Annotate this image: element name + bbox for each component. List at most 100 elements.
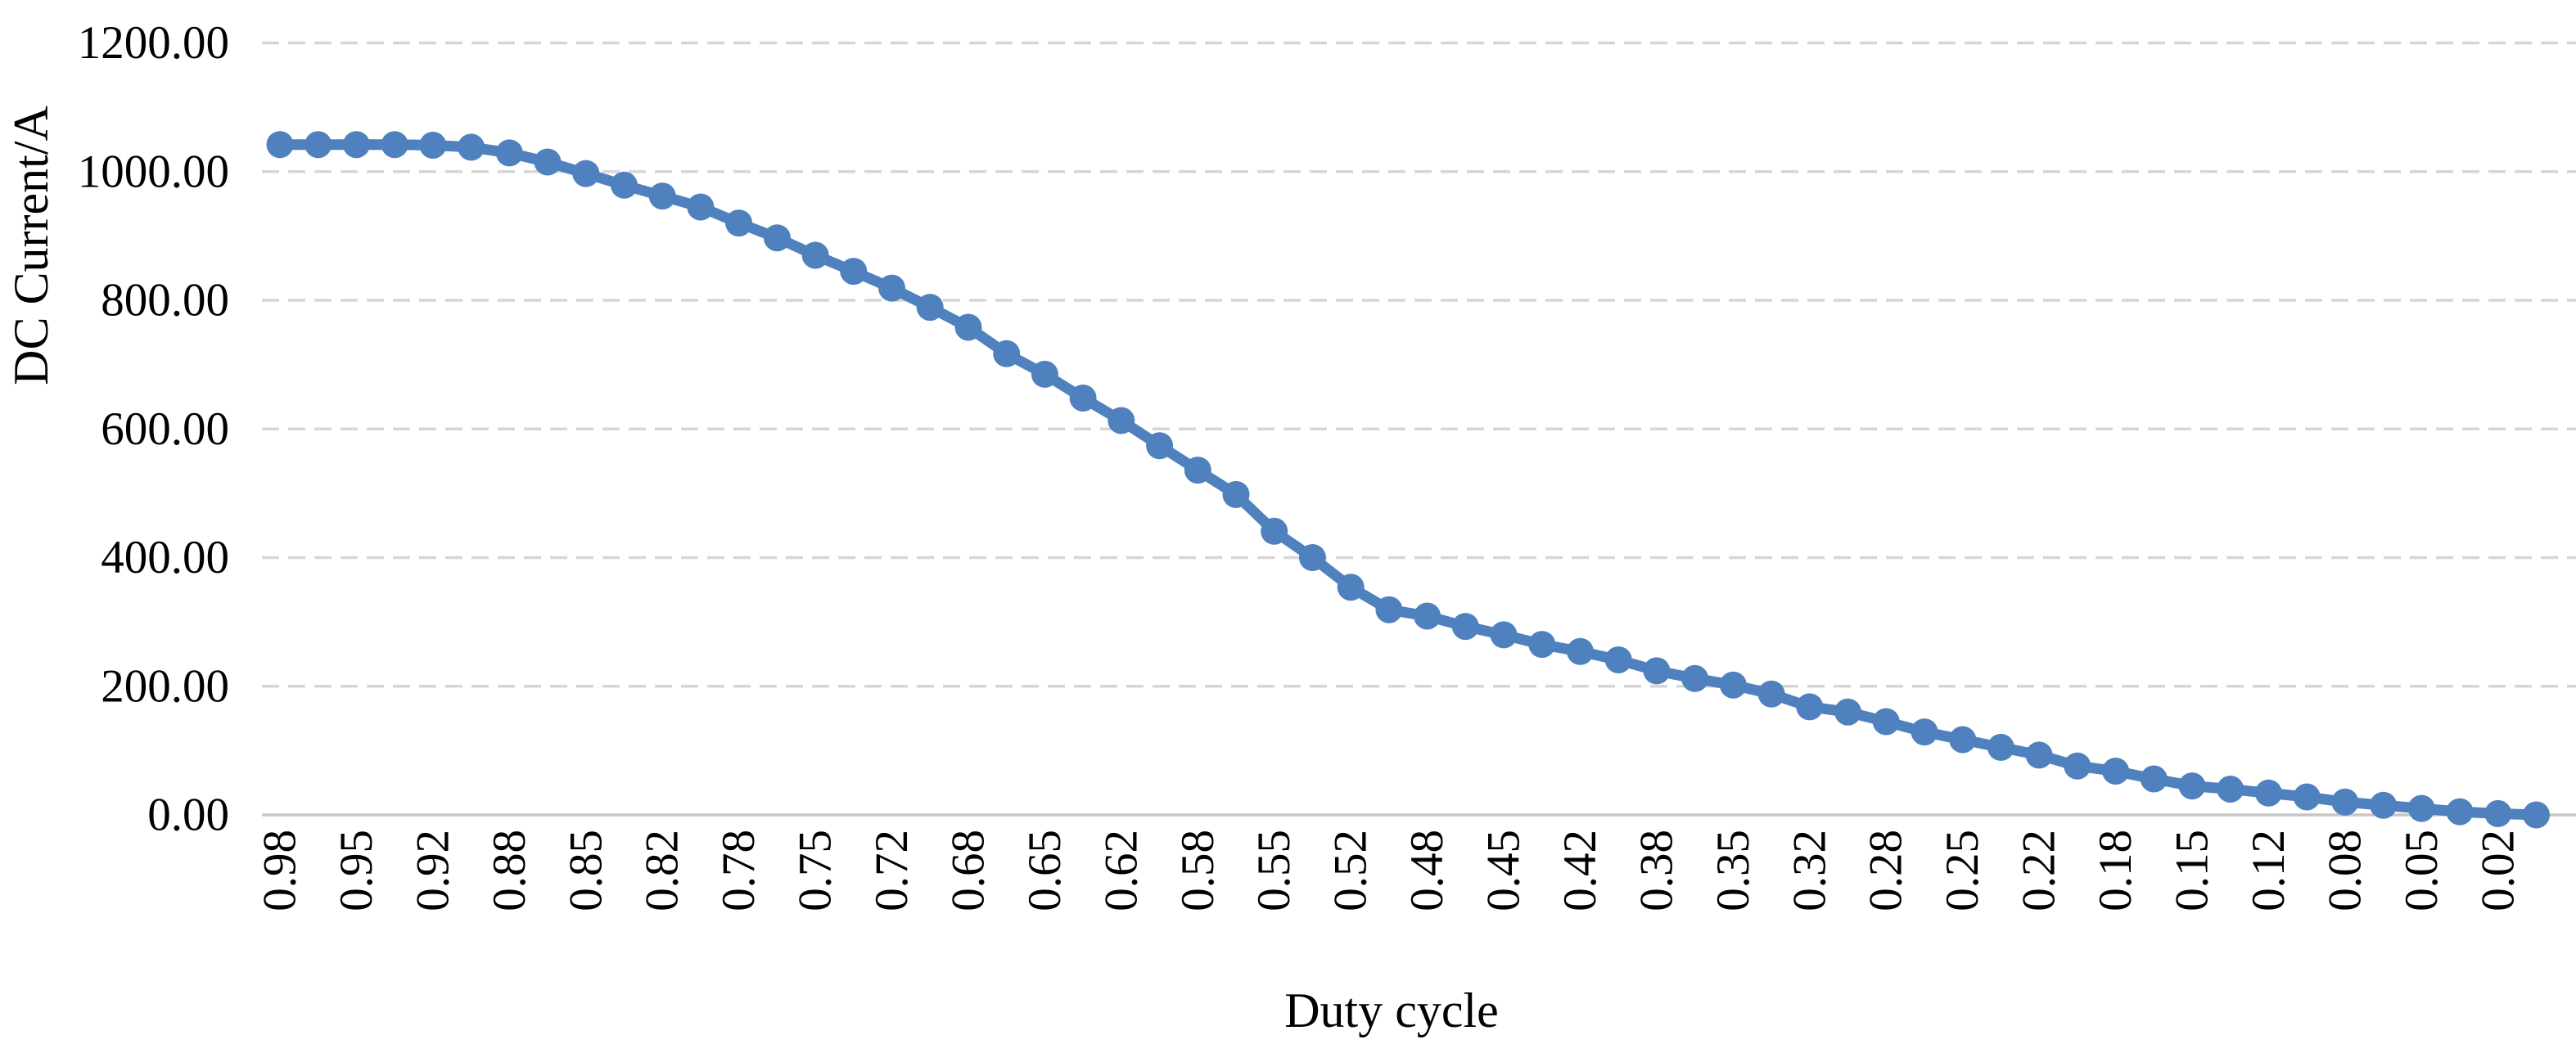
data-point-marker bbox=[1184, 457, 1211, 484]
x-tick-label: 0.22 bbox=[2014, 830, 2065, 911]
x-tick-label: 0.72 bbox=[866, 830, 918, 911]
x-tick-label: 0.58 bbox=[1172, 830, 1224, 911]
data-point-marker bbox=[1069, 385, 1097, 412]
data-point-marker bbox=[1451, 613, 1479, 641]
x-axis-tick-labels: 0.98 0.95 0.92 0.88 0.85 0.82 0.78 0.75 0.72 0.68… bbox=[255, 830, 2524, 911]
x-tick-label: 0.48 bbox=[1401, 830, 1453, 911]
data-point-marker bbox=[1604, 646, 1632, 673]
data-point-marker bbox=[2370, 791, 2398, 819]
x-tick-label: 0.28 bbox=[1861, 830, 1912, 911]
data-point-marker bbox=[1528, 631, 1556, 659]
data-point-marker bbox=[2025, 741, 2053, 769]
x-tick-label: 0.32 bbox=[1784, 830, 1835, 911]
y-axis-title: DC Current/A bbox=[4, 106, 58, 385]
x-axis-title: Duty cycle bbox=[1284, 983, 1499, 1037]
data-point-marker bbox=[1757, 680, 1785, 708]
data-point-marker bbox=[2064, 752, 2091, 780]
x-tick-label: 0.25 bbox=[1937, 830, 1988, 911]
data-point-marker bbox=[2523, 801, 2550, 829]
data-point-marker bbox=[1643, 657, 1671, 685]
x-tick-label: 0.88 bbox=[484, 830, 535, 911]
x-tick-label: 0.02 bbox=[2472, 830, 2524, 911]
data-point-marker bbox=[1031, 360, 1058, 388]
x-tick-label: 0.42 bbox=[1554, 830, 1606, 911]
x-tick-label: 0.52 bbox=[1325, 830, 1377, 911]
x-tick-label: 0.98 bbox=[255, 830, 306, 911]
data-point-marker bbox=[725, 209, 753, 237]
data-point-marker bbox=[954, 313, 982, 341]
x-tick-label: 0.45 bbox=[1478, 830, 1530, 911]
data-point-marker bbox=[1414, 602, 1441, 630]
data-point-marker bbox=[2446, 798, 2474, 826]
data-point-marker bbox=[1261, 517, 1288, 545]
data-point-marker bbox=[1681, 664, 1709, 692]
x-tick-label: 0.15 bbox=[2167, 830, 2218, 911]
y-tick-label: 800.00 bbox=[101, 275, 229, 326]
data-point-marker bbox=[1949, 726, 1977, 754]
data-point-marker bbox=[381, 131, 408, 159]
data-point-marker bbox=[1108, 407, 1135, 434]
series-line bbox=[274, 139, 2542, 821]
data-point-marker bbox=[1146, 432, 1174, 460]
y-tick-label: 200.00 bbox=[101, 660, 229, 712]
x-tick-label: 0.78 bbox=[713, 830, 765, 911]
data-point-marker bbox=[495, 139, 523, 167]
data-point-marker bbox=[572, 160, 600, 187]
data-point-marker bbox=[1567, 637, 1594, 665]
data-point-marker bbox=[687, 193, 715, 221]
data-point-marker bbox=[2102, 758, 2130, 785]
data-point-marker bbox=[419, 132, 447, 159]
x-tick-label: 0.85 bbox=[560, 830, 611, 911]
data-point-marker bbox=[2484, 799, 2512, 827]
data-point-marker bbox=[1796, 693, 1824, 721]
data-point-marker bbox=[878, 274, 905, 302]
x-tick-label: 0.18 bbox=[2090, 830, 2141, 911]
data-point-marker bbox=[2178, 772, 2206, 800]
y-tick-label: 600.00 bbox=[101, 403, 229, 455]
data-point-marker bbox=[1834, 698, 1861, 726]
horizontal-gridlines bbox=[262, 41, 2576, 688]
x-tick-label: 0.82 bbox=[637, 830, 688, 911]
data-point-marker bbox=[1987, 733, 2014, 761]
data-point-marker bbox=[1872, 708, 1900, 736]
data-point-marker bbox=[2254, 779, 2282, 807]
data-point-marker bbox=[2407, 794, 2435, 822]
x-tick-label: 0.62 bbox=[1095, 830, 1147, 911]
data-point-marker bbox=[2140, 765, 2168, 793]
data-point-marker bbox=[840, 258, 868, 286]
x-tick-label: 0.12 bbox=[2243, 830, 2294, 911]
x-tick-label: 0.08 bbox=[2319, 830, 2371, 911]
data-point-marker bbox=[1719, 671, 1747, 699]
x-tick-label: 0.55 bbox=[1248, 830, 1300, 911]
data-point-marker bbox=[611, 171, 638, 199]
data-point-marker bbox=[2293, 783, 2321, 811]
data-point-marker bbox=[2217, 776, 2244, 803]
data-point-marker bbox=[993, 340, 1021, 367]
data-series bbox=[266, 131, 2550, 829]
data-point-marker bbox=[916, 294, 944, 322]
y-tick-label: 1200.00 bbox=[78, 17, 229, 69]
x-tick-label: 0.95 bbox=[331, 830, 382, 911]
y-tick-label: 400.00 bbox=[101, 532, 229, 583]
x-tick-label: 0.92 bbox=[407, 830, 458, 911]
data-point-marker bbox=[1911, 718, 1938, 746]
data-point-marker bbox=[342, 131, 370, 159]
data-point-marker bbox=[1375, 596, 1403, 623]
data-point-marker bbox=[305, 131, 332, 159]
x-tick-label: 0.75 bbox=[790, 830, 841, 911]
data-point-marker bbox=[534, 148, 562, 176]
data-point-marker bbox=[801, 241, 829, 269]
data-point-marker bbox=[1222, 480, 1250, 508]
y-tick-label: 1000.00 bbox=[78, 146, 229, 197]
x-tick-label: 0.65 bbox=[1019, 830, 1071, 911]
data-point-marker bbox=[648, 182, 676, 210]
data-point-marker bbox=[1490, 621, 1518, 649]
data-point-marker bbox=[1298, 544, 1326, 571]
data-point-marker bbox=[458, 133, 485, 161]
data-point-marker bbox=[2331, 788, 2359, 816]
y-axis-tick-labels: 0.00 200.00 400.00 600.00 800.00 1000.00 1200.… bbox=[78, 17, 229, 841]
y-tick-label: 0.00 bbox=[147, 790, 229, 841]
data-point-marker bbox=[1337, 574, 1365, 601]
